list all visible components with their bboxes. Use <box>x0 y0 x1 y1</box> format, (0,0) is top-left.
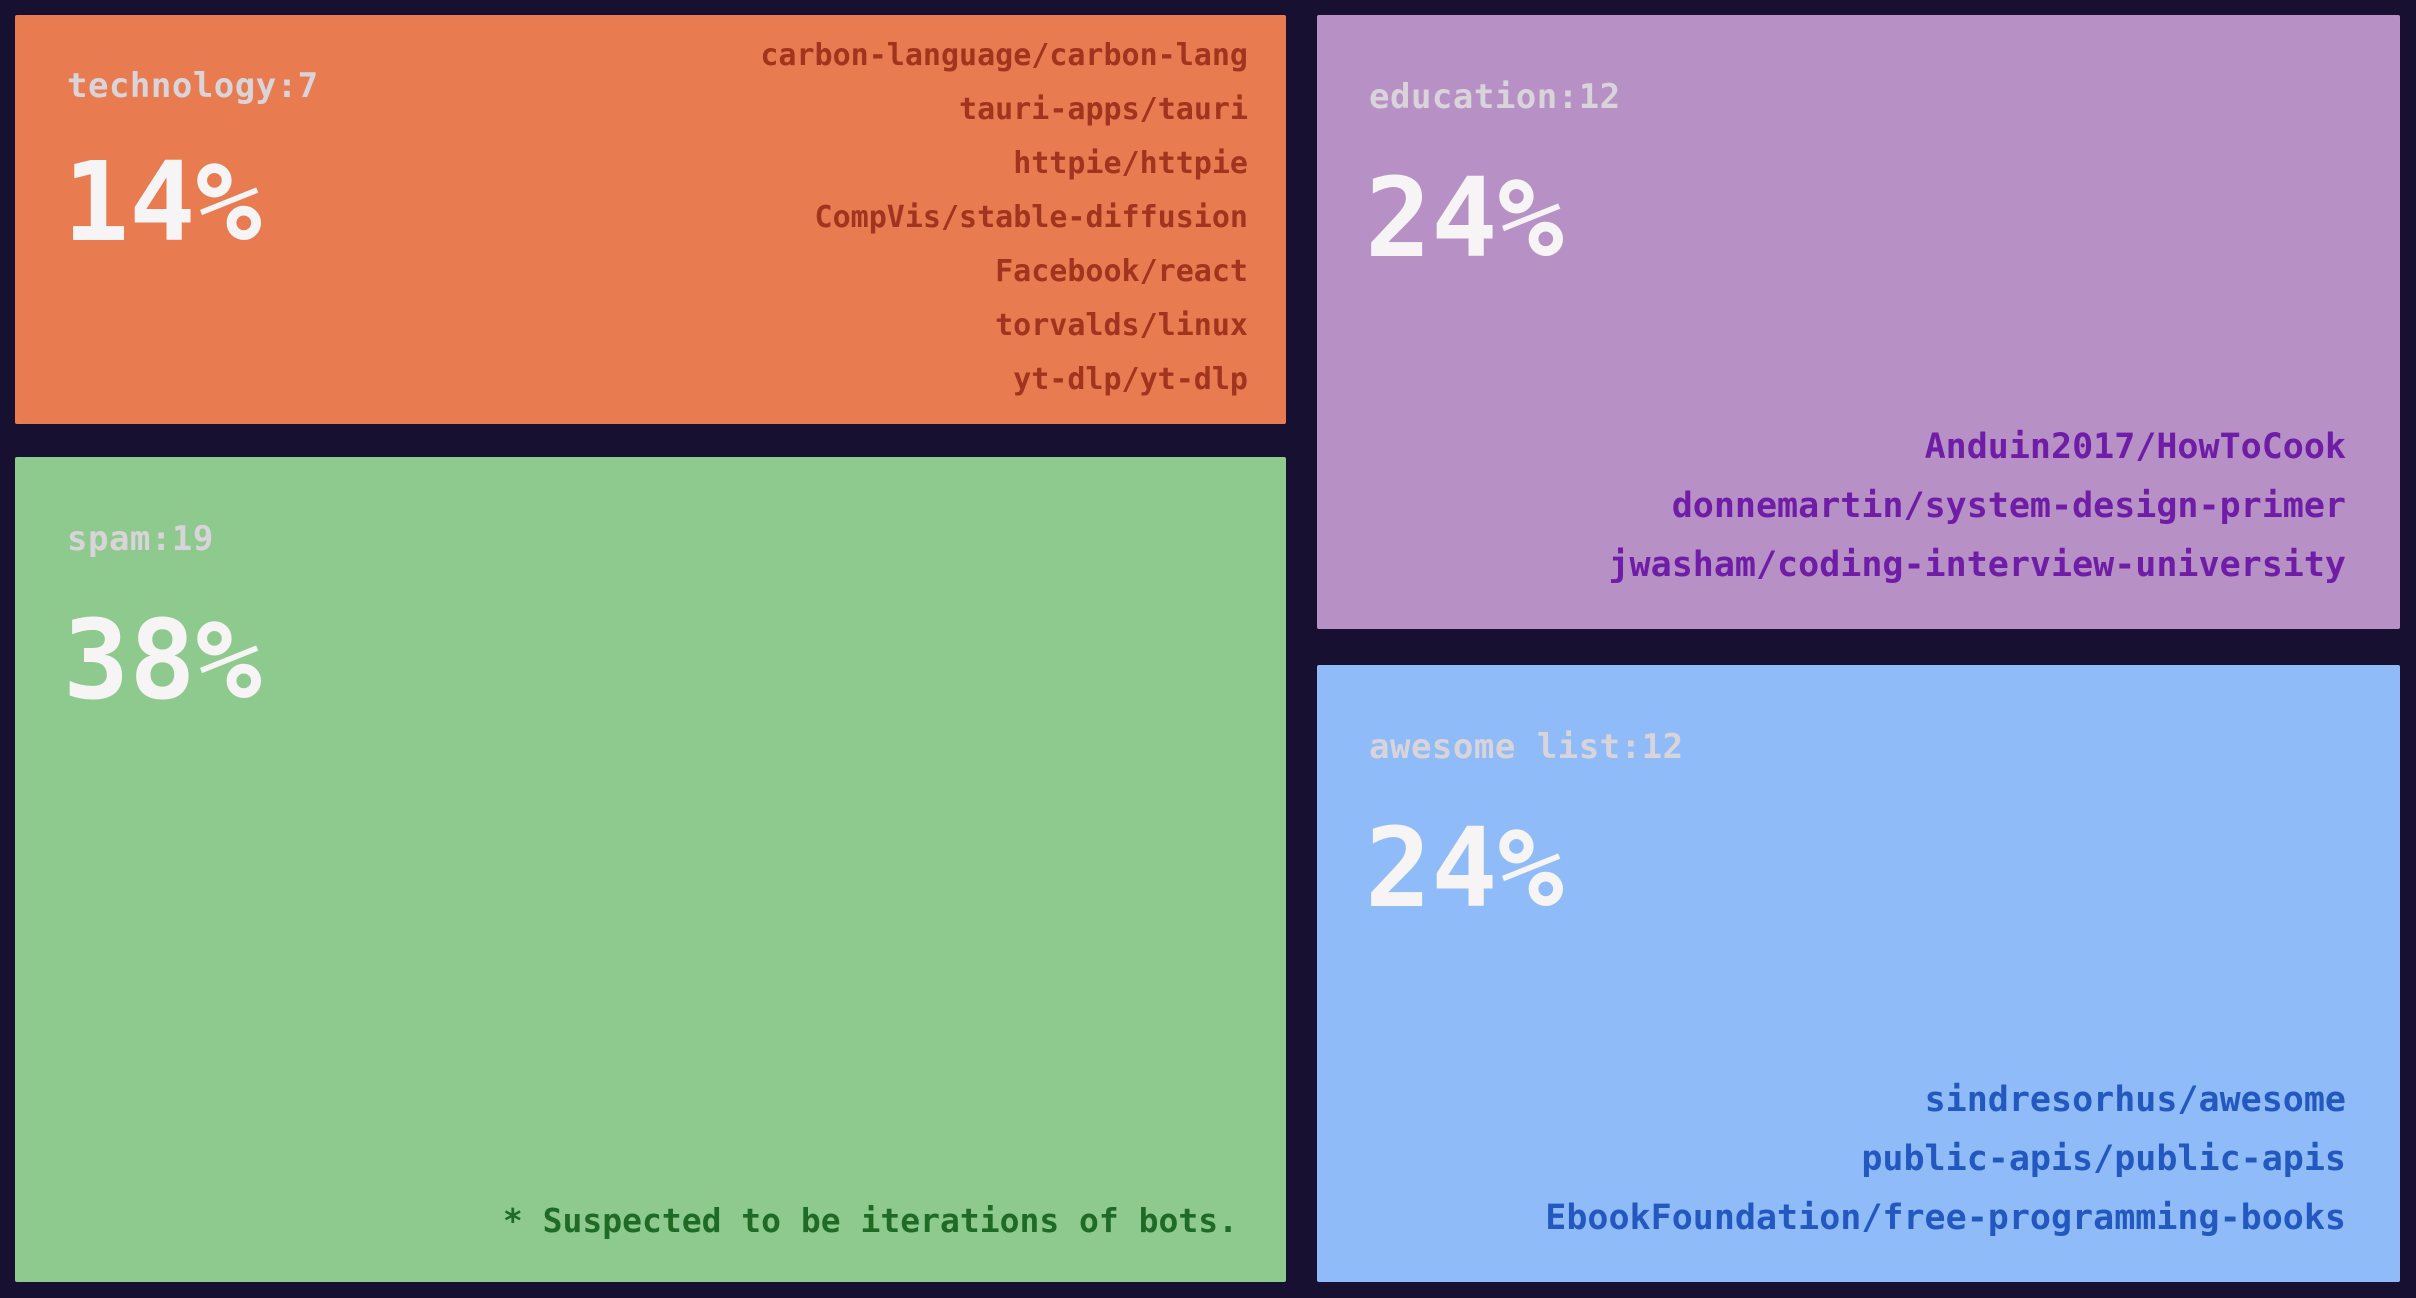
repo-item: httpie/httpie <box>1013 146 1248 181</box>
repo-item: Anduin2017/HowToCook <box>1924 427 2346 467</box>
repo-item: public-apis/public-apis <box>1861 1139 2346 1179</box>
percent-value-awesome-list: 24% <box>1365 804 1564 932</box>
repo-list-awesome-list: sindresorhus/awesome public-apis/public-a… <box>1545 1071 2346 1248</box>
repo-list-technology: carbon-language/carbon-lang tauri-apps/ta… <box>760 29 1248 407</box>
repo-item: torvalds/linux <box>995 308 1248 343</box>
treemap-block-technology: technology:7 14% carbon-language/carbon-… <box>15 15 1286 424</box>
repo-item: donnemartin/system-design-primer <box>1671 486 2346 526</box>
repo-item: CompVis/stable-diffusion <box>814 200 1248 235</box>
treemap-block-awesome-list: awesome list:12 24% sindresorhus/awesome… <box>1317 665 2400 1282</box>
repo-item: jwasham/coding-interview-university <box>1608 545 2346 585</box>
category-label-spam: spam:19 <box>67 519 214 559</box>
repo-item: sindresorhus/awesome <box>1924 1080 2346 1120</box>
category-label-technology: technology:7 <box>67 66 319 106</box>
treemap-block-spam: spam:19 38% * Suspected to be iterations… <box>15 457 1286 1282</box>
spam-footnote: * Suspected to be iterations of bots. <box>502 1201 1238 1240</box>
category-label-education: education:12 <box>1369 77 1621 117</box>
repo-item: EbookFoundation/free-programming-books <box>1545 1198 2346 1238</box>
percent-value-technology: 14% <box>63 138 262 266</box>
category-label-awesome-list: awesome list:12 <box>1369 727 1684 767</box>
repo-item: carbon-language/carbon-lang <box>760 38 1248 73</box>
repo-list-education: Anduin2017/HowToCook donnemartin/system-d… <box>1608 418 2346 595</box>
repo-item: Facebook/react <box>995 254 1248 289</box>
treemap-block-education: education:12 24% Anduin2017/HowToCook don… <box>1317 15 2400 629</box>
repo-item: yt-dlp/yt-dlp <box>1013 362 1248 397</box>
repo-item: tauri-apps/tauri <box>959 92 1248 127</box>
percent-value-spam: 38% <box>63 596 262 724</box>
percent-value-education: 24% <box>1365 154 1564 282</box>
